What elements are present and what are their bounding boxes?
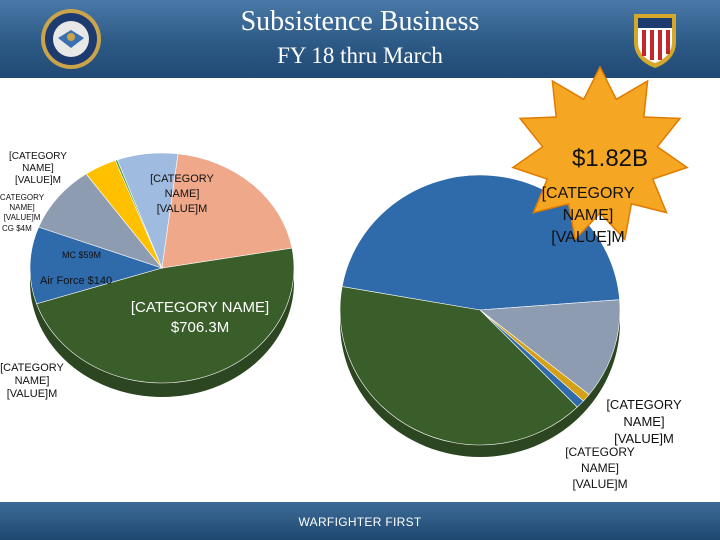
data-label-line: [VALUE]M [614, 431, 674, 446]
footer-text: WARFIGHTER FIRST [298, 515, 422, 529]
starburst-value: $1.82B [572, 145, 648, 172]
pie-charts: $1.82B [CATEGORY NAME] $706.3M [CATEGORY… [0, 65, 689, 491]
data-label-troop-support: [CATEGORY NAME] [VALUE]M [150, 173, 214, 215]
data-label-secondary-a: [CATEGORY NAME] [VALUE]M [542, 185, 635, 246]
data-label-navy: [CATEGORY NAME] [VALUE]M [0, 362, 64, 400]
pie-slice-category-e [339, 286, 578, 446]
data-label-mc: MC $59M [62, 250, 101, 260]
data-label-line: CATEGORY [0, 193, 45, 202]
data-label-line: [VALUE]M [15, 175, 61, 186]
data-label-line: [CATEGORY [565, 445, 635, 459]
data-label-line: [VALUE]M [7, 388, 58, 400]
data-label-line: [VALUE]M [551, 229, 625, 246]
pie-slice-category-b [479, 299, 621, 396]
data-label-line: [CATEGORY [606, 397, 682, 412]
data-label-line: [CATEGORY [0, 362, 64, 374]
department-of-defense-seal-icon [41, 9, 101, 69]
data-label-line: NAME] [623, 414, 664, 429]
data-label-line: [CATEGORY [9, 151, 67, 162]
dla-seal-icon [634, 14, 676, 68]
data-label-line: NAME] [9, 203, 34, 212]
data-label-secondary-c: [CATEGORY NAME] [VALUE]M [565, 445, 635, 491]
data-label-line: [CATEGORY [542, 185, 635, 202]
title-banner: Subsistence Business FY 18 thru March [0, 0, 720, 78]
footer-banner: WARFIGHTER FIRST [0, 502, 720, 540]
pie-slice-troop-support [161, 153, 293, 269]
data-label-line: NAME] [22, 163, 54, 174]
data-label-line: [VALUE]M [157, 203, 208, 215]
page-subtitle: FY 18 thru March [277, 43, 443, 68]
starburst-callout [511, 65, 689, 241]
pie-slice-air-force [38, 173, 163, 269]
data-label-air-force: Air Force $140 [40, 275, 112, 287]
page-title: Subsistence Business [240, 6, 480, 37]
data-label-line: [VALUE]M [572, 477, 627, 491]
data-label-other: [CATEGORY NAME] [VALUE]M [9, 151, 67, 186]
data-label-line: $706.3M [171, 319, 229, 336]
data-label-line: NAME] [165, 188, 200, 200]
pie-slice-army [36, 247, 295, 384]
data-label-secondary-b: [CATEGORY NAME] [VALUE]M [606, 397, 682, 446]
pie-slice-navy [29, 226, 164, 305]
data-label-line: NAME] [15, 375, 50, 387]
data-label-army: [CATEGORY NAME] $706.3M [131, 299, 269, 336]
pie-chart-primary [29, 152, 295, 397]
data-label-other-small: CATEGORY NAME] [VALUE]M [0, 193, 45, 222]
data-label-cg: CG $4M [2, 224, 32, 233]
data-label-line: [VALUE]M [4, 213, 41, 222]
data-label-line: [CATEGORY NAME] [131, 299, 269, 316]
data-label-line: NAME] [581, 461, 619, 475]
data-label-line: NAME] [563, 207, 614, 224]
data-label-line: [CATEGORY [150, 173, 214, 185]
